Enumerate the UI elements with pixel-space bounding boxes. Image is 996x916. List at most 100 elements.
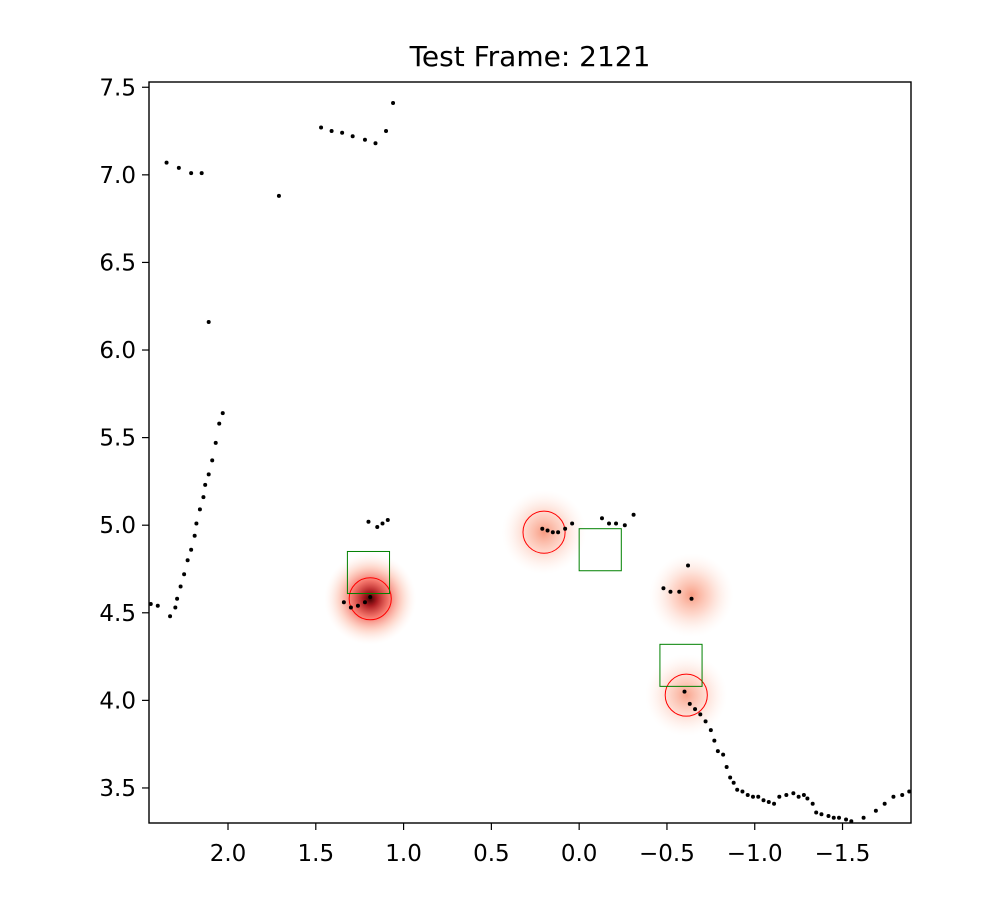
scan-point-72 [745,792,750,797]
scan-point-56 [686,563,691,568]
scan-point-3 [173,605,178,610]
scan-point-81 [796,794,801,799]
scan-point-29 [362,137,367,142]
target-square-2 [659,643,703,687]
scan-point-55 [677,589,682,594]
scan-point-18 [220,411,225,416]
scan-point-31 [384,129,389,134]
scan-point-96 [900,792,905,797]
scan-point-28 [350,134,355,139]
y-axis: 3.5 4.0 4.5 5.0 5.5 6.0 6.5 7.0 7.5 [99,75,149,802]
target-square-1 [578,528,622,572]
predicted-circle-1 [522,510,566,554]
x-tick-label-6: −1.0 [727,841,783,867]
scan-point-39 [355,603,360,608]
scan-point-84 [810,801,815,806]
scan-point-64 [712,738,717,743]
scan-point-54 [668,589,673,594]
scan-point-27 [340,130,345,135]
scan-point-83 [805,796,810,801]
scan-point-53 [661,586,666,591]
y-tick-label-2: 4.5 [99,601,136,627]
scan-point-94 [882,801,887,806]
scan-point-62 [703,719,708,724]
scan-point-46 [563,526,568,531]
plot-frame [148,81,912,824]
plot-area [149,82,911,823]
scan-point-14 [206,472,211,477]
scan-point-91 [849,819,854,823]
scan-point-32 [391,101,396,106]
scan-point-89 [837,815,842,820]
predicted-circle-0 [348,577,392,621]
point-cloud [149,101,911,823]
scan-point-65 [715,749,720,754]
scan-point-70 [735,787,740,792]
scan-point-60 [693,707,698,712]
scan-point-58 [682,689,687,694]
predicted-circles [348,510,708,717]
scan-point-47 [570,521,575,526]
scan-point-75 [761,798,766,803]
scan-point-73 [750,794,755,799]
scan-point-78 [777,794,782,799]
scan-point-77 [772,801,777,806]
y-tick-label-8: 7.5 [99,75,136,101]
y-tick-label-1: 4.0 [99,688,136,714]
scan-point-76 [766,799,771,804]
scan-point-52 [631,512,636,517]
x-tick-label-4: 0.0 [561,841,598,867]
scan-point-97 [907,789,911,794]
scan-point-37 [341,600,346,605]
scan-point-10 [194,521,199,526]
scan-point-22 [176,165,181,170]
scan-point-79 [784,792,789,797]
y-tick-label-6: 6.5 [99,250,136,276]
scan-point-92 [861,815,866,820]
scan-point-41 [368,595,373,600]
scan-point-21 [164,160,169,165]
scan-point-74 [756,794,761,799]
chart-title: Test Frame: 2121 [409,40,651,73]
scan-point-45 [556,530,561,535]
scan-point-61 [698,712,703,717]
scan-point-8 [189,547,194,552]
scan-point-40 [362,600,367,605]
scan-point-26 [329,129,334,134]
scan-point-57 [689,596,694,601]
heatmap-blob-3 [645,653,728,737]
scan-point-82 [801,792,806,797]
scan-point-36 [385,517,390,522]
heatmap-blob-1 [501,490,587,575]
y-tick-label-7: 7.0 [99,163,136,189]
scan-point-88 [831,815,836,820]
x-axis: 2.0 1.5 1.0 0.5 0.0 −0.5 −1.0 −1.5 [210,823,870,867]
scan-point-68 [728,775,733,780]
scan-point-93 [873,808,878,813]
scan-point-69 [731,780,736,785]
scan-point-5 [178,584,183,589]
scan-point-71 [740,789,745,794]
heatmap-layer [324,490,734,737]
x-tick-label-3: 0.5 [473,841,510,867]
scan-point-23 [189,171,194,176]
x-tick-label-5: −0.5 [639,841,695,867]
target-squares [346,528,703,687]
scan-point-95 [891,794,896,799]
scan-point-85 [814,810,819,815]
scan-point-24 [199,171,204,176]
scan-point-25 [319,125,324,130]
y-tick-label-5: 6.0 [99,338,136,364]
scan-point-67 [724,764,729,769]
scan-point-17 [217,421,222,426]
scan-point-90 [844,817,849,822]
scan-point-9 [192,533,197,538]
scan-point-2 [168,614,173,619]
y-tick-label-3: 5.0 [99,513,136,539]
y-tick-label-4: 5.5 [99,426,136,452]
scan-point-63 [708,728,713,733]
scan-point-6 [182,572,187,577]
scan-point-34 [375,524,380,529]
scan-point-87 [826,813,831,818]
